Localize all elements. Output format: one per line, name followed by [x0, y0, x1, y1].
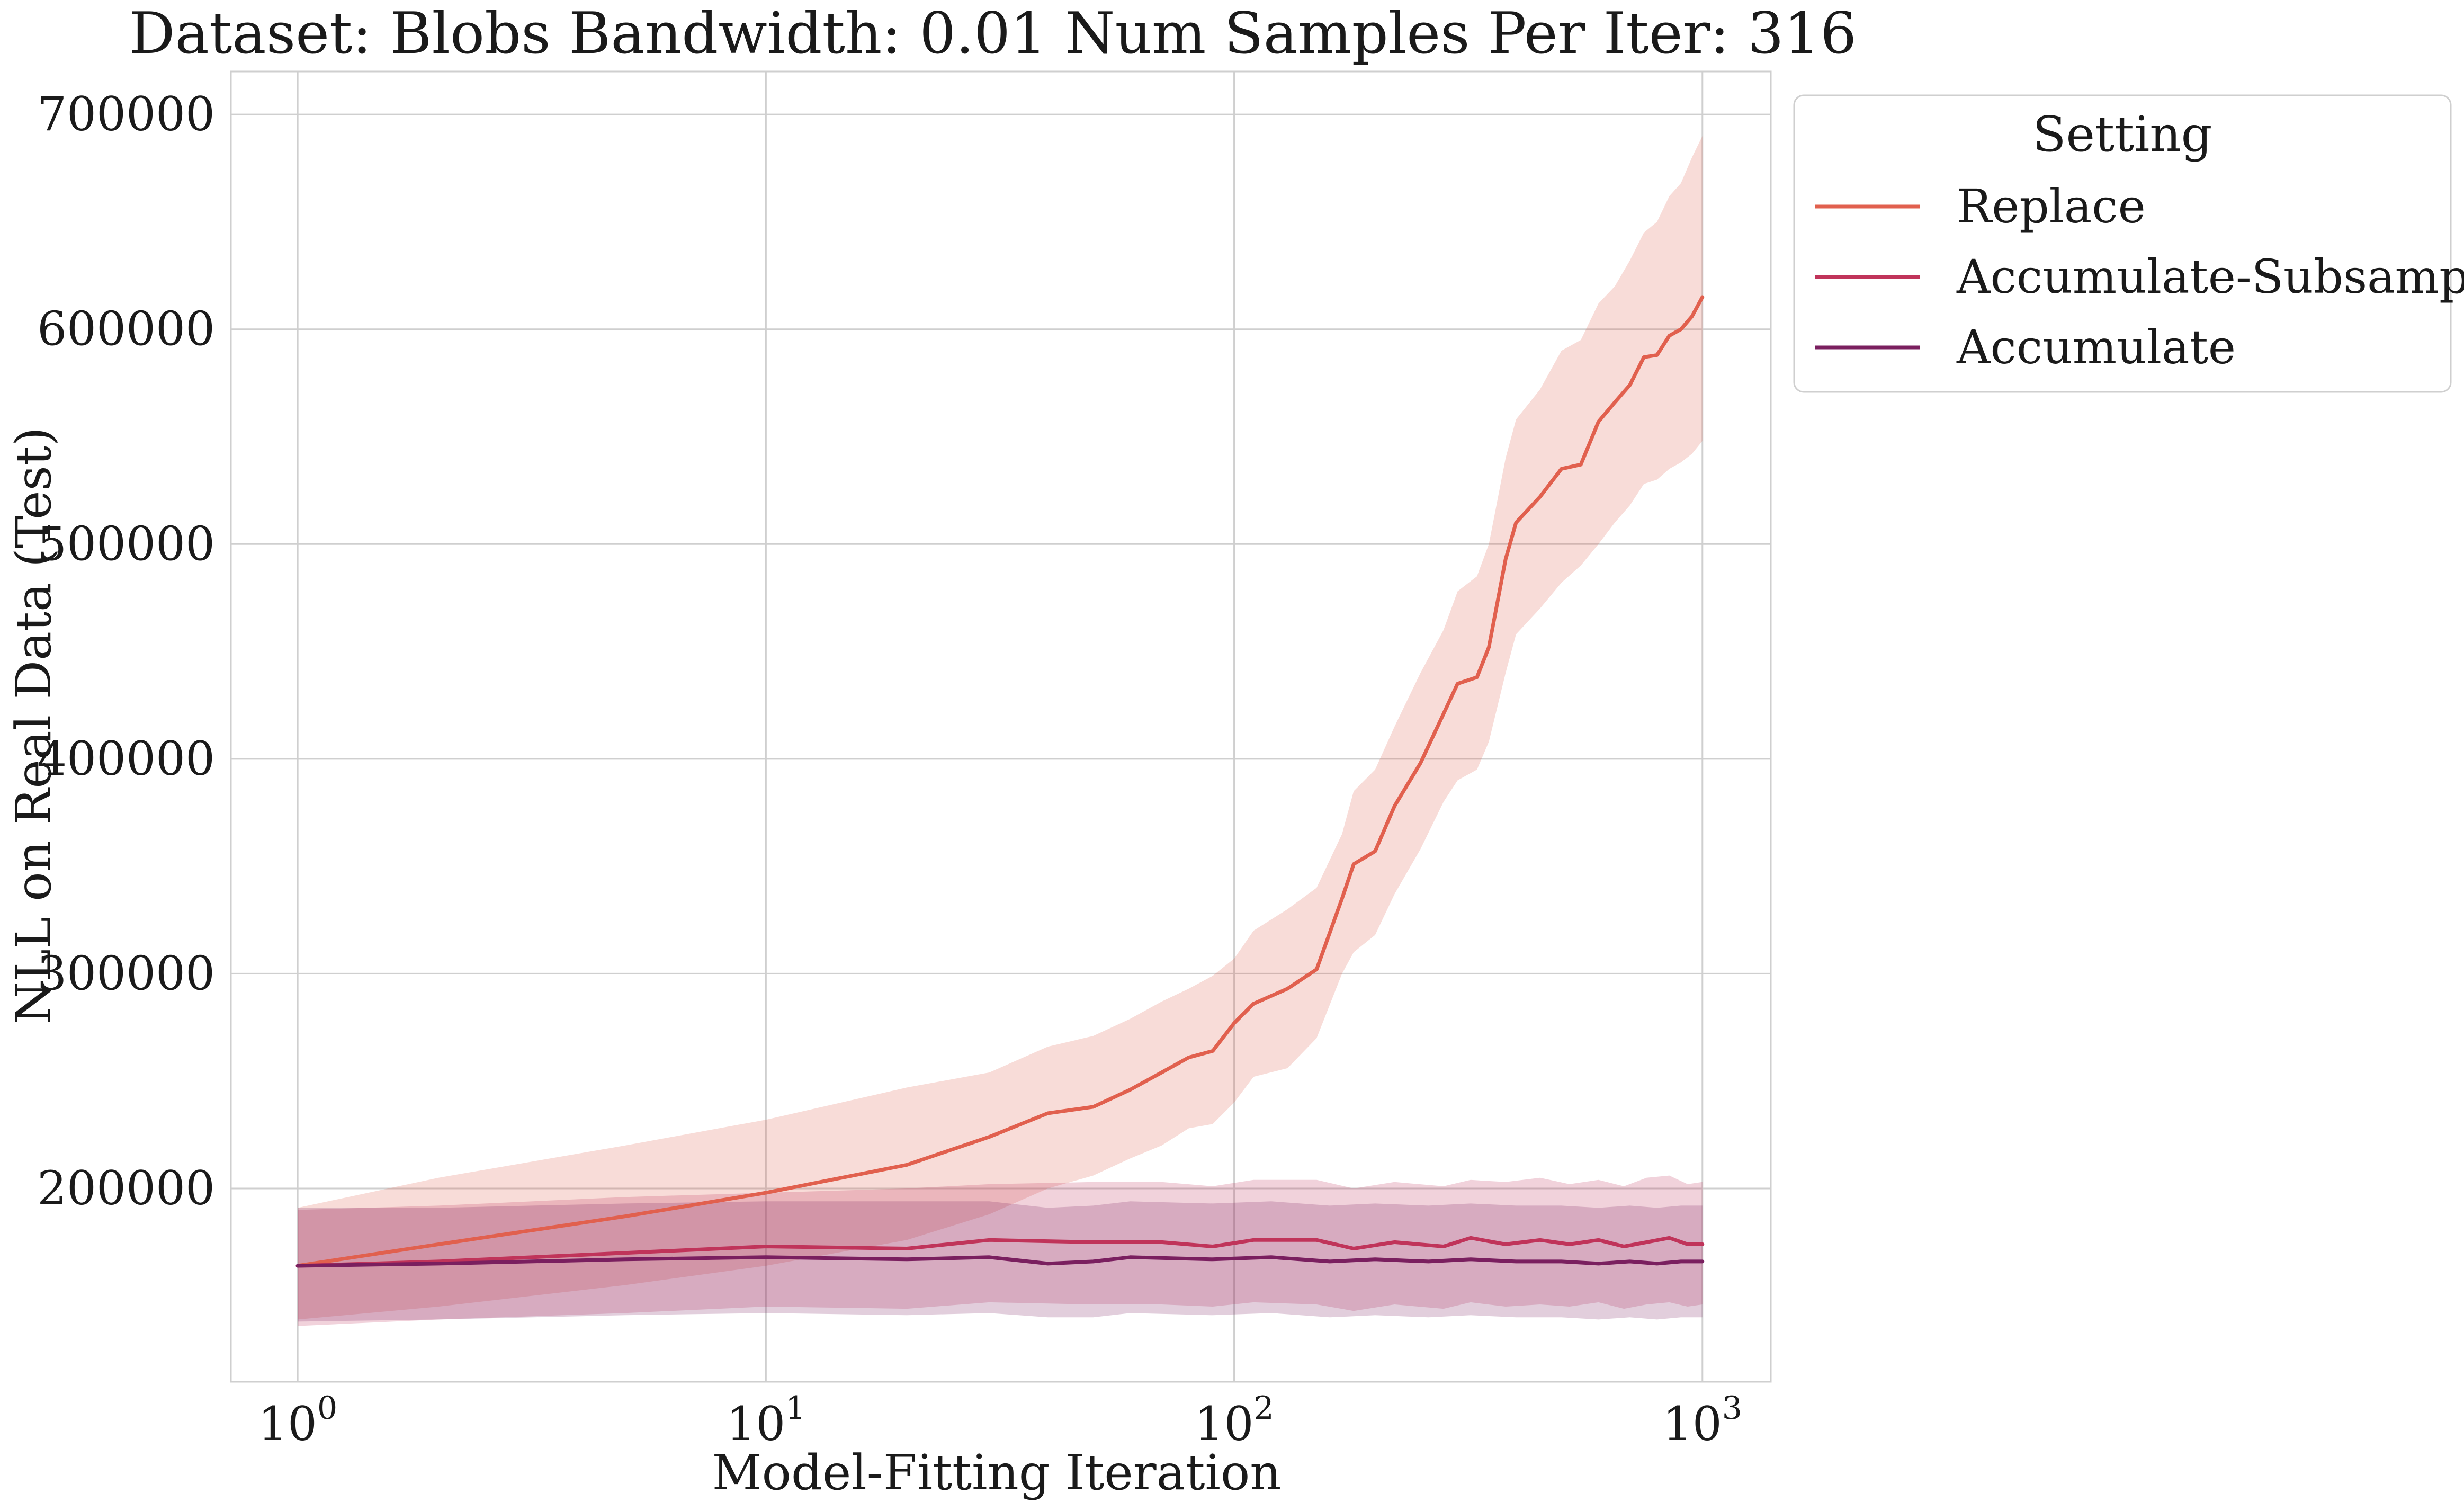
y-tick-label: 600000: [37, 302, 215, 356]
chart-title: Dataset: Blobs Bandwidth: 0.01 Num Sampl…: [129, 1, 1857, 67]
x-gridlines: [297, 71, 1704, 1382]
legend-box: [1793, 94, 2452, 393]
x-tick-exponent: 2: [1253, 1390, 1274, 1427]
confidence-bands: [298, 136, 1703, 1326]
y-tick-label: 700000: [37, 87, 215, 141]
x-tick-exponent: 1: [785, 1390, 805, 1427]
plot-frame: [230, 70, 1772, 1383]
y-tick-label: 300000: [37, 946, 215, 1000]
x-tick-exponent: 3: [1722, 1390, 1742, 1427]
y-gridlines: [231, 113, 1771, 1190]
x-tick-label: 100: [258, 1390, 337, 1451]
accumulate-band: [298, 1201, 1703, 1322]
replace-band: [298, 136, 1703, 1320]
x-tick-label: 101: [726, 1390, 805, 1451]
replace-line: [295, 295, 1705, 1268]
x-tick-base: 10: [1194, 1397, 1253, 1451]
accumulate-line: [295, 1255, 1705, 1268]
legend-entries: Replace Accumulate-Subsample Accumulate: [1815, 179, 2464, 374]
legend: Setting Replace Accumulate-Subsample Accum…: [1793, 94, 2464, 393]
y-tick-label: 500000: [37, 516, 215, 571]
accumulate-subsample-line: [295, 1236, 1705, 1268]
x-tick-base: 10: [258, 1397, 317, 1451]
y-tick-label: 400000: [37, 731, 215, 786]
y-axis-label: NLL on Real Data (Test): [5, 427, 62, 1024]
legend-label-accumulate-subsample: Accumulate-Subsample: [1956, 249, 2464, 304]
y-tick-label: 200000: [37, 1161, 215, 1215]
legend-label-replace: Replace: [1957, 179, 2146, 234]
series-lines: [295, 295, 1705, 1268]
y-tick-labels: 200000 300000 400000 500000 600000 700000: [37, 87, 215, 1215]
x-tick-base: 10: [726, 1397, 785, 1451]
x-tick-label: 103: [1663, 1390, 1742, 1451]
x-tick-exponent: 0: [317, 1390, 337, 1427]
legend-label-accumulate: Accumulate: [1956, 320, 2236, 374]
x-tick-base: 10: [1663, 1397, 1722, 1451]
x-axis-label: Model-Fitting Iteration: [712, 1444, 1281, 1501]
x-tick-labels: 100 101 102 103: [258, 1390, 1742, 1451]
plot-background: [231, 71, 1771, 1382]
legend-title: Setting: [2033, 106, 2212, 163]
x-tick-label: 102: [1194, 1390, 1274, 1451]
